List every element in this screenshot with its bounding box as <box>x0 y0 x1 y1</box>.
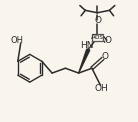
Text: OH: OH <box>11 36 24 45</box>
Text: Abs: Abs <box>91 34 104 40</box>
Text: O: O <box>101 52 108 61</box>
Text: HN: HN <box>80 41 93 50</box>
Text: O: O <box>94 16 101 25</box>
FancyBboxPatch shape <box>92 34 103 41</box>
Text: O: O <box>105 36 112 45</box>
Polygon shape <box>79 49 90 73</box>
Text: OH: OH <box>94 84 108 93</box>
